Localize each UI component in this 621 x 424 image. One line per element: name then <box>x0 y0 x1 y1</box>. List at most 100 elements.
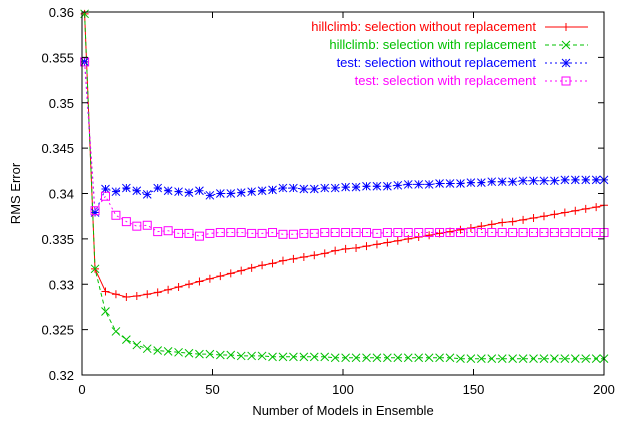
square-marker <box>403 228 413 238</box>
x-marker <box>132 340 142 350</box>
x-tick-label: 200 <box>593 382 615 397</box>
x-marker <box>174 347 183 357</box>
plus-marker <box>299 253 308 262</box>
x-marker <box>497 354 507 364</box>
plus-marker <box>111 290 120 299</box>
plus-marker <box>498 218 507 227</box>
x-axis: 0 50 100 150 200 <box>78 12 615 397</box>
x-axis-title: Number of Models in Ensemble <box>252 403 433 418</box>
star-marker <box>581 175 591 185</box>
plus-marker <box>560 208 569 217</box>
square-marker <box>476 228 486 238</box>
plus-marker <box>132 292 141 301</box>
x-marker <box>456 354 465 364</box>
plus-marker <box>592 203 601 212</box>
plus-marker <box>456 225 465 234</box>
x-marker <box>236 351 246 361</box>
x-marker <box>142 344 152 354</box>
x-marker <box>195 349 204 359</box>
star-marker <box>205 190 215 200</box>
star-marker <box>215 189 225 198</box>
plus-marker <box>571 206 580 215</box>
legend-label: test: selection without replacement <box>337 55 537 70</box>
square-marker <box>561 76 571 86</box>
star-marker <box>153 183 163 193</box>
x-marker <box>341 353 350 363</box>
plus-marker <box>247 263 256 272</box>
square-marker <box>508 228 518 238</box>
x-marker <box>508 354 518 364</box>
star-marker <box>560 175 570 185</box>
star-marker <box>142 190 152 199</box>
plus-marker <box>237 266 246 275</box>
plus-marker <box>205 274 214 283</box>
square-marker <box>299 228 309 238</box>
square-marker <box>435 228 445 238</box>
y-tick-label: 0.325 <box>41 323 74 338</box>
x-marker <box>539 354 549 364</box>
star-marker <box>550 176 559 186</box>
x-marker <box>435 353 444 363</box>
y-axis: 0.32 0.325 0.33 0.335 0.34 0.345 0.35 0.355 0.36 <box>41 5 604 383</box>
square-marker <box>226 228 236 238</box>
square-marker <box>90 206 100 216</box>
legend-label: test: selection with replacement <box>355 73 537 88</box>
plus-marker <box>383 238 392 247</box>
square-marker <box>257 228 267 238</box>
square-marker <box>393 228 403 238</box>
x-marker <box>309 352 319 362</box>
square-marker <box>549 228 559 238</box>
plus-marker <box>174 282 183 291</box>
x-marker <box>445 353 455 363</box>
star-marker <box>383 181 392 191</box>
plus-marker <box>508 217 517 226</box>
square-marker <box>142 220 152 230</box>
x-tick-label: 150 <box>463 382 485 397</box>
x-marker <box>330 353 340 363</box>
square-marker <box>288 229 298 239</box>
star-marker <box>456 179 465 188</box>
square-marker <box>529 228 539 238</box>
square-marker <box>236 228 246 238</box>
square-marker <box>414 228 424 238</box>
square-marker <box>268 228 278 238</box>
star-marker <box>414 180 424 189</box>
y-tick-label: 0.335 <box>41 232 74 247</box>
y-tick-label: 0.345 <box>41 141 74 156</box>
plus-marker <box>289 254 298 263</box>
star-marker <box>257 186 267 196</box>
square-marker <box>341 228 351 238</box>
x-tick-label: 100 <box>332 382 354 397</box>
square-marker <box>466 228 476 238</box>
star-marker <box>174 187 183 197</box>
star-marker <box>518 176 528 186</box>
square-marker <box>320 228 330 238</box>
plus-marker <box>539 212 548 221</box>
x-marker <box>518 354 528 364</box>
x-marker <box>320 352 330 362</box>
star-marker <box>226 189 236 198</box>
x-marker <box>247 351 257 361</box>
plus-marker <box>268 259 277 268</box>
square-marker <box>372 228 382 238</box>
plus-marker <box>320 249 329 258</box>
x-marker <box>403 353 413 363</box>
star-marker <box>591 175 601 185</box>
star-marker <box>561 58 571 68</box>
star-marker <box>247 187 257 197</box>
star-marker <box>299 184 309 194</box>
star-marker <box>320 183 330 193</box>
plus-marker <box>258 261 267 270</box>
star-marker <box>289 183 298 193</box>
y-tick-label: 0.35 <box>49 96 74 111</box>
square-marker <box>455 228 465 238</box>
star-marker <box>111 187 121 197</box>
star-marker <box>487 177 497 187</box>
series-3 <box>80 57 609 217</box>
star-marker <box>163 186 173 196</box>
square-marker <box>100 191 110 201</box>
legend: hillclimb: selection without replacement… <box>311 19 588 88</box>
x-marker <box>581 354 591 364</box>
x-marker <box>383 353 392 363</box>
